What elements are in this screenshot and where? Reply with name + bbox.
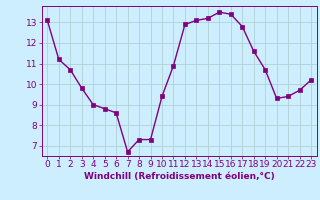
X-axis label: Windchill (Refroidissement éolien,°C): Windchill (Refroidissement éolien,°C) bbox=[84, 172, 275, 181]
